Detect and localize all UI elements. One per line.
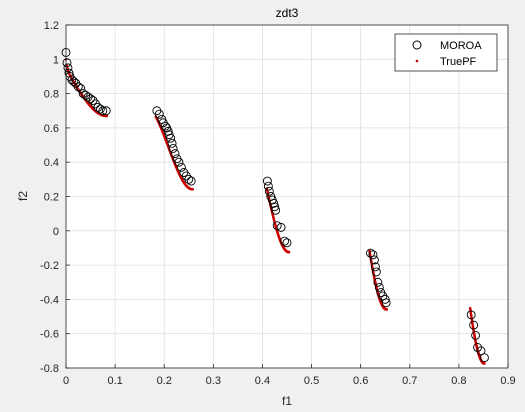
legend-truepf-marker — [415, 59, 419, 63]
legend-box — [394, 33, 498, 72]
x-tick-label: 0.5 — [304, 375, 319, 387]
moroa-point — [95, 104, 105, 114]
moroa-point — [370, 262, 380, 272]
x-axis-title: f1 — [282, 394, 292, 408]
moroa-point — [374, 282, 384, 292]
moroa-point — [476, 346, 486, 356]
moroa-point — [282, 238, 292, 248]
y-tick-label: 0 — [53, 226, 59, 238]
moroa-point — [184, 174, 194, 184]
moroa-point — [271, 205, 281, 215]
moroa-point — [62, 58, 72, 68]
moroa-point — [269, 198, 279, 208]
truepf-point — [105, 114, 109, 118]
moroa-point — [479, 353, 489, 363]
moroa-point — [166, 133, 176, 143]
moroa-point — [380, 294, 390, 304]
moroa-point — [69, 77, 79, 87]
moroa-point — [154, 109, 164, 119]
moroa-point — [101, 106, 111, 116]
moroa-point — [264, 186, 274, 196]
y-axis: -0.8 -0.6 -0.4 -0.2 0 0.2 0.4 0.6 0.8 1 1.2 — [40, 20, 70, 375]
moroa-point — [272, 221, 282, 231]
moroa-point — [263, 181, 273, 191]
moroa-point — [368, 250, 378, 260]
y-tick-label: -0.2 — [40, 260, 59, 272]
truepf-point — [191, 187, 195, 191]
moroa-point — [373, 277, 383, 287]
moroa-point — [98, 106, 108, 116]
truepf-point — [287, 250, 291, 254]
moroa-point — [366, 248, 375, 258]
y-tick-label: -0.8 — [40, 363, 59, 375]
moroa-point — [471, 330, 481, 340]
moroa-point — [369, 255, 379, 265]
moroa-point — [262, 176, 272, 186]
moroa-point — [186, 176, 196, 186]
truepf-point — [385, 308, 389, 311]
moroa-point — [170, 149, 180, 159]
x-tick-label: 0.1 — [107, 375, 122, 387]
moroa-point — [466, 310, 476, 320]
truepf-point — [483, 362, 486, 365]
y-tick-label: 1 — [53, 54, 59, 66]
moroa-point — [78, 89, 88, 99]
moroa-point — [280, 236, 289, 246]
y-tick-label: 0.2 — [44, 192, 59, 204]
legend-truepf-label: TruePF — [440, 56, 477, 68]
x-tick-label: 0.6 — [353, 375, 368, 387]
moroa-point — [469, 320, 479, 330]
moroa-point — [86, 94, 96, 104]
moroa-point — [381, 298, 391, 308]
moroa-point — [371, 267, 381, 277]
moroa-point — [76, 84, 86, 93]
moroa-point — [83, 92, 93, 102]
moroa-point — [276, 222, 286, 232]
moroa-point — [167, 138, 177, 148]
moroa-point — [81, 90, 91, 100]
y-tick-label: 0.4 — [44, 157, 59, 169]
moroa-point — [174, 157, 184, 167]
moroa-point — [270, 202, 280, 212]
moroa-point — [63, 63, 73, 73]
x-tick-label: 0.7 — [402, 375, 417, 387]
legend-moroa-marker — [412, 40, 422, 50]
moroa-point — [73, 82, 83, 92]
y-tick-label: 0.8 — [44, 89, 59, 101]
x-tick-label: 0.4 — [255, 375, 270, 387]
x-tick-label: 0.2 — [157, 375, 172, 387]
x-tick-label: 0 — [63, 375, 69, 387]
y-tick-label: 1.2 — [44, 20, 59, 32]
legend: MOROA TruePF — [394, 33, 498, 72]
y-tick-label: 0.6 — [44, 123, 59, 135]
x-tick-label: 0.8 — [451, 375, 466, 387]
y-tick-label: -0.4 — [40, 294, 59, 306]
moroa-point — [176, 162, 186, 172]
x-tick-label: 0.3 — [206, 375, 221, 387]
series-truepf — [64, 58, 486, 365]
moroa-point — [168, 144, 178, 153]
moroa-point — [93, 102, 103, 112]
moroa-point — [473, 342, 482, 352]
legend-moroa-label: MOROA — [440, 40, 482, 52]
y-tick-label: -0.6 — [40, 329, 59, 341]
x-tick-label: 0.9 — [500, 375, 515, 387]
y-axis-title: f2 — [16, 191, 30, 201]
moroa-point — [160, 121, 170, 131]
x-axis: 0 0.1 0.2 0.3 0.4 0.5 0.6 0.7 0.8 0.9 — [63, 364, 516, 387]
chart-title: zdt3 — [276, 6, 299, 20]
